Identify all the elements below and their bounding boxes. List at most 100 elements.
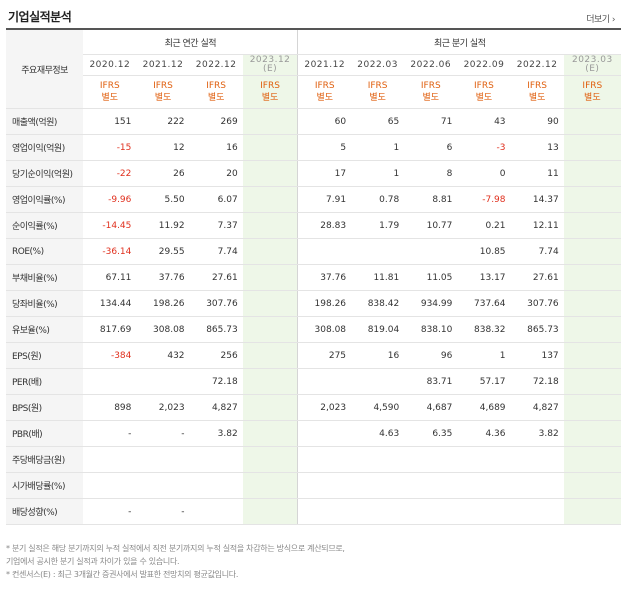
period-header: 2022.09 xyxy=(457,54,511,76)
table-cell xyxy=(242,368,298,395)
table-cell xyxy=(242,108,298,135)
table-row: ROE(%) -36.14 29.55 7.74 10.85 7.74 xyxy=(6,238,621,265)
table-cell xyxy=(242,394,298,421)
table-cell: 4,689 xyxy=(457,394,511,421)
table-cell xyxy=(242,498,298,525)
section-header: 기업실적분석 더보기 › xyxy=(0,0,627,30)
table-cell: 17 xyxy=(297,160,352,187)
ifrs-label: IFRS 별도 xyxy=(136,75,190,109)
table-cell: -3 xyxy=(457,134,511,161)
table-cell: 6 xyxy=(404,134,458,161)
section-title: 기업실적분석 xyxy=(8,10,72,24)
table-cell xyxy=(457,472,511,499)
table-cell: -9.96 xyxy=(83,186,137,213)
table-cell: 198.26 xyxy=(297,290,352,317)
table-cell: 8 xyxy=(404,160,458,187)
table-cell xyxy=(404,472,458,499)
table-cell: 198.26 xyxy=(136,290,190,317)
table-cell: 26 xyxy=(136,160,190,187)
table-cell: 134.44 xyxy=(83,290,137,317)
table-cell: 817.69 xyxy=(83,316,137,343)
table-row: 당좌비율(%) 134.44 198.26 307.76 198.26 838.42 934… xyxy=(6,290,621,317)
table-cell xyxy=(242,420,298,447)
footnote-line: * 컨센서스(E) : 최근 3개월간 증권사에서 발표한 전망치의 평균값입니… xyxy=(6,570,239,579)
period-header: 2022.12 xyxy=(510,54,564,76)
table-cell: 65 xyxy=(351,108,405,135)
table-cell xyxy=(242,316,298,343)
table-cell xyxy=(563,342,621,369)
table-cell xyxy=(242,186,298,213)
table-cell xyxy=(457,446,511,473)
table-row: 영업이익률(%) -9.96 5.50 6.07 7.91 0.78 8.81 -7.98 14… xyxy=(6,186,621,213)
more-link[interactable]: 더보기 › xyxy=(586,15,615,25)
ifrs-label: IFRS 별도 xyxy=(189,75,243,109)
table-cell xyxy=(136,368,190,395)
table-row: EPS(원) -384 432 256 275 16 96 1 137 xyxy=(6,342,621,369)
table-row: 매출액(억원) 151 222 269 60 65 71 43 90 xyxy=(6,108,621,135)
period-row: 2020.12 2021.12 2022.12 2023.12 (E) 2021.12 20… xyxy=(6,54,621,76)
table-row: 순이익률(%) -14.45 11.92 7.37 28.83 1.79 10.77 0.21… xyxy=(6,212,621,239)
table-cell: 10.85 xyxy=(457,238,511,265)
table-cell xyxy=(83,368,137,395)
table-cell xyxy=(404,446,458,473)
footnote-line: * 분기 실적은 해당 분기까지의 누적 실적에서 직전 분기까지의 누적 실적… xyxy=(6,544,345,553)
table-cell: 4.63 xyxy=(351,420,405,447)
table-cell: -22 xyxy=(83,160,137,187)
header-divider xyxy=(6,28,621,30)
table-cell: 4,827 xyxy=(510,394,564,421)
row-label: 당기순이익(억원) xyxy=(6,160,84,187)
table-row: 당기순이익(억원) -22 26 20 17 1 8 0 11 xyxy=(6,160,621,187)
table-cell: 16 xyxy=(189,134,243,161)
table-cell xyxy=(563,498,621,525)
ifrs-label: IFRS 별도 xyxy=(457,75,511,109)
table-cell xyxy=(297,238,352,265)
table-cell: 308.08 xyxy=(297,316,352,343)
table-cell: 20 xyxy=(189,160,243,187)
table-cell xyxy=(351,472,405,499)
period-header: 2020.12 xyxy=(83,54,137,76)
table-row: BPS(원) 898 2,023 4,827 2,023 4,590 4,687 4,689 4… xyxy=(6,394,621,421)
period-header: 2022.06 xyxy=(404,54,458,76)
table-cell xyxy=(242,134,298,161)
table-row: 영업이익(억원) -15 12 16 5 1 6 -3 13 xyxy=(6,134,621,161)
table-cell xyxy=(563,420,621,447)
table-cell: -7.98 xyxy=(457,186,511,213)
table-cell xyxy=(242,160,298,187)
table-cell: 71 xyxy=(404,108,458,135)
row-label: 순이익률(%) xyxy=(6,212,84,239)
table-cell xyxy=(297,368,352,395)
table-cell: 2,023 xyxy=(136,394,190,421)
table-cell: 11 xyxy=(510,160,564,187)
period-header: 2023.12 (E) xyxy=(242,54,298,76)
period-header: 2021.12 xyxy=(297,54,352,76)
table-cell xyxy=(563,238,621,265)
table-cell: 90 xyxy=(510,108,564,135)
ifrs-label: IFRS 별도 xyxy=(510,75,564,109)
financial-table: 주요재무정보 최근 연간 실적 최근 분기 실적 2020.12 2021.12 2… xyxy=(6,30,621,525)
ifrs-label: IFRS 별도 xyxy=(563,75,621,109)
table-cell xyxy=(242,446,298,473)
annual-group-header: 최근 연간 실적 xyxy=(83,30,298,55)
table-cell: 0.78 xyxy=(351,186,405,213)
table-row: 배당성향(%) - - xyxy=(6,498,621,525)
table-cell: 37.76 xyxy=(297,264,352,291)
table-cell xyxy=(563,446,621,473)
row-label: BPS(원) xyxy=(6,394,84,421)
table-cell: 28.83 xyxy=(297,212,352,239)
table-cell: 7.74 xyxy=(510,238,564,265)
row-label: PER(배) xyxy=(6,368,84,395)
table-row: PBR(배) - -3.82 4.63 6.35 4.36 3.82 xyxy=(6,420,621,447)
table-cell: 12.11 xyxy=(510,212,564,239)
row-label: ROE(%) xyxy=(6,238,84,265)
period-header: 2023.03 (E) xyxy=(563,54,621,76)
table-cell: 4,590 xyxy=(351,394,405,421)
table-cell xyxy=(351,446,405,473)
table-cell: -384 xyxy=(83,342,137,369)
table-cell xyxy=(83,472,137,499)
table-cell: 1 xyxy=(351,160,405,187)
period-header: 2022.12 xyxy=(189,54,243,76)
table-cell xyxy=(563,134,621,161)
table-cell xyxy=(563,316,621,343)
table-cell xyxy=(563,212,621,239)
table-cell: 432 xyxy=(136,342,190,369)
